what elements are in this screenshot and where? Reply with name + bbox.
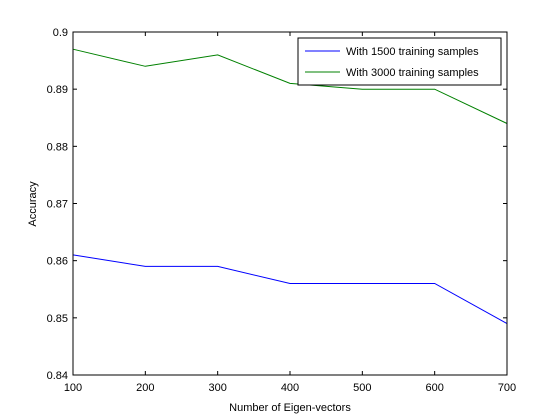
series-layer xyxy=(72,48,508,325)
y-tick-label: 0.87 xyxy=(47,199,68,211)
y-axis-label: Accuracy xyxy=(27,181,39,227)
y-tick-label: 0.88 xyxy=(47,141,68,153)
x-ticks: 100 200 300 400 500 600 700 xyxy=(64,32,516,394)
y-tick-label: 0.86 xyxy=(47,256,68,268)
x-tick-label: 500 xyxy=(353,382,371,394)
y-tick-label: 0.89 xyxy=(47,84,68,96)
series-line-2 xyxy=(72,48,508,124)
x-tick-label: 700 xyxy=(498,382,516,394)
x-axis-label: Number of Eigen-vectors xyxy=(229,402,351,414)
y-tick-label: 0.9 xyxy=(53,27,68,39)
x-tick-label: 400 xyxy=(281,382,299,394)
x-tick-label: 200 xyxy=(136,382,154,394)
x-tick-label: 300 xyxy=(208,382,226,394)
x-tick-label: 600 xyxy=(425,382,443,394)
series-line-1 xyxy=(72,254,508,325)
y-tick-label: 0.85 xyxy=(47,313,68,325)
legend-label-series-1: With 1500 training samples xyxy=(346,46,479,58)
x-tick-label: 100 xyxy=(64,382,82,394)
legend: With 1500 training samples With 3000 tra… xyxy=(297,37,502,86)
legend-label-series-2: With 3000 training samples xyxy=(346,67,479,79)
y-tick-label: 0.84 xyxy=(47,370,68,382)
legend-box xyxy=(297,37,502,86)
y-ticks: 0.84 0.85 0.86 0.87 0.88 0.89 0.9 xyxy=(47,27,507,382)
